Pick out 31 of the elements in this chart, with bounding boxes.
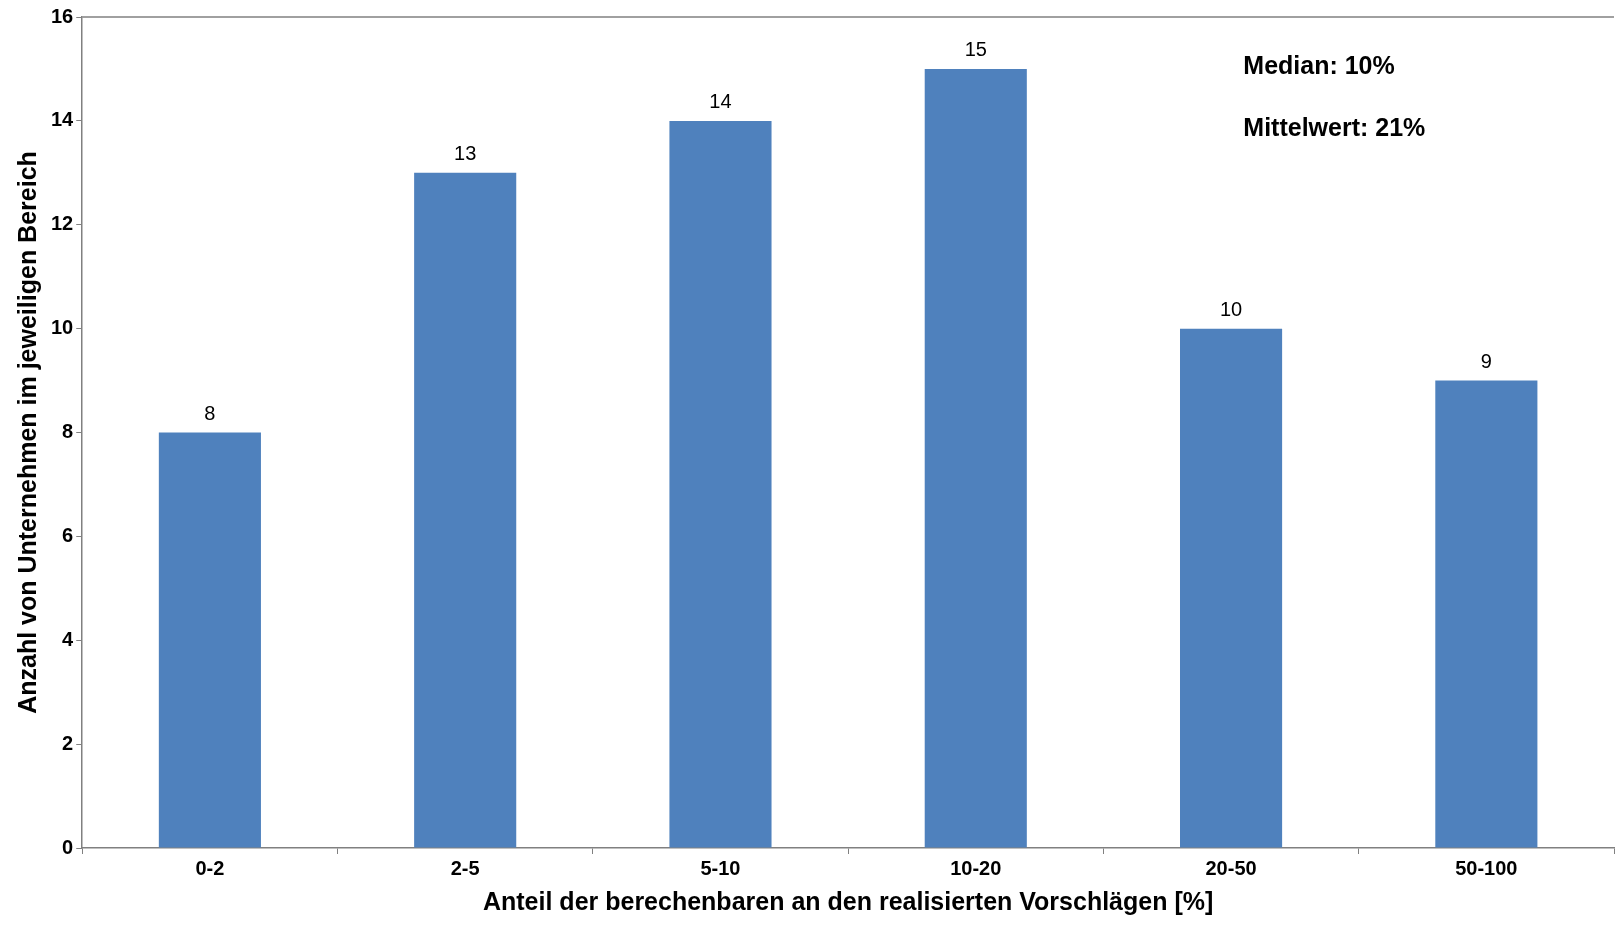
bar [924,68,1027,848]
y-axis-title: Anzahl von Unternehmen im jeweiligen Bereich [12,151,41,714]
y-tick-label: 14 [51,108,75,131]
annotation: Mittelwert: 21% [1243,112,1426,141]
bar [669,120,772,848]
x-tick-label: 50-100 [1455,856,1518,879]
data-label: 13 [454,142,477,165]
x-tick-label: 0-2 [195,856,225,879]
bar [158,432,261,848]
bar [1180,328,1283,848]
annotation: Median: 10% [1243,50,1395,79]
data-label: 9 [1480,350,1492,373]
x-axis-title: Anteil der berechenbaren an den realisierten Vorschlägen [%] [482,886,1214,915]
x-tick-label: 10-20 [950,856,1002,879]
y-tick-label: 12 [51,212,74,235]
y-tick-label: 0 [62,835,74,858]
y-tick-label: 4 [62,627,75,650]
bar [414,172,517,848]
data-label: 14 [709,90,732,113]
bar [1435,380,1538,848]
y-tick-label: 16 [51,4,74,27]
x-tick-label: 20-50 [1205,856,1257,879]
data-label: 10 [1219,298,1243,321]
y-tick-label: 2 [62,731,74,754]
y-tick-label: 10 [51,316,74,339]
data-label: 15 [964,38,987,61]
y-tick-label: 6 [62,523,74,546]
x-tick-label: 5-10 [700,856,741,879]
y-tick-label: 8 [62,420,74,443]
x-tick-label: 2-5 [450,856,480,879]
data-label: 8 [204,402,216,425]
